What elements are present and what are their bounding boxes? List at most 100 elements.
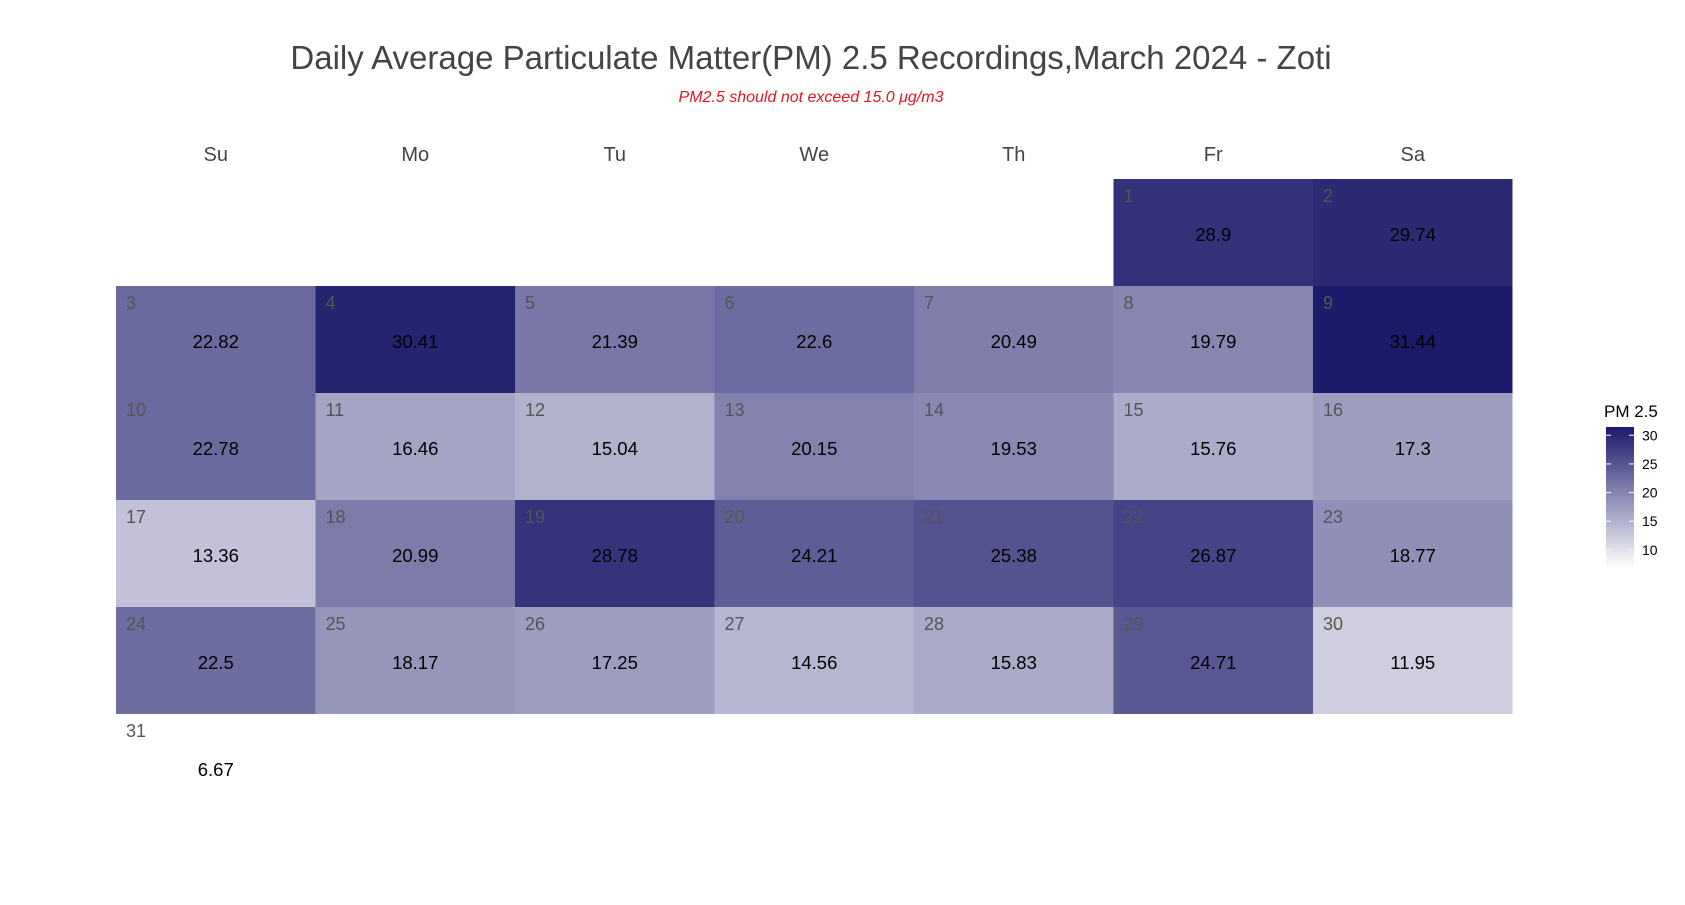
day-number: 20 <box>725 507 745 527</box>
day-tile <box>515 607 715 714</box>
day-value-label: 29.74 <box>1390 224 1436 245</box>
day-cell-11: 11 16.46 <box>315 393 515 500</box>
legend-tick-label: 30 <box>1642 427 1658 443</box>
day-tile <box>914 286 1114 393</box>
day-value-label: 13.36 <box>193 545 239 566</box>
day-tile <box>116 393 316 500</box>
day-number: 21 <box>924 507 944 527</box>
day-cell-3: 322.82 <box>116 286 316 393</box>
day-number: 31 <box>126 721 146 741</box>
day-cell-22: 22 26.87 <box>1113 500 1313 607</box>
day-cell-13: 13 20.15 <box>714 393 914 500</box>
day-cell-2: 229.74 <box>1313 179 1513 286</box>
day-number: 27 <box>725 614 745 634</box>
day-value-label: 14.56 <box>791 652 837 673</box>
day-value-label: 26.87 <box>1190 545 1236 566</box>
day-tile <box>1313 500 1513 607</box>
day-value-label: 15.83 <box>991 652 1037 673</box>
weekday-label-su: Su <box>204 144 228 166</box>
day-number: 25 <box>326 614 346 634</box>
day-value-label: 6.67 <box>198 759 234 780</box>
weekday-label-tu: Tu <box>603 144 626 166</box>
day-cell-27: 27 14.56 <box>714 607 914 714</box>
day-value-label: 18.77 <box>1390 545 1436 566</box>
day-tile <box>714 607 914 714</box>
day-value-label: 20.15 <box>791 438 837 459</box>
day-tile <box>1313 286 1513 393</box>
day-tile <box>914 500 1114 607</box>
day-tile <box>914 607 1114 714</box>
day-tile <box>116 500 316 607</box>
day-value-label: 17.25 <box>592 652 638 673</box>
day-cell-31: 316.67 <box>116 714 316 821</box>
day-value-label: 28.78 <box>592 545 638 566</box>
day-number: 28 <box>924 614 944 634</box>
day-cell-9: 931.44 <box>1313 286 1513 393</box>
day-value-label: 31.44 <box>1390 331 1436 352</box>
day-cell-12: 12 15.04 <box>515 393 715 500</box>
day-number: 4 <box>326 293 336 313</box>
day-value-label: 22.78 <box>193 438 239 459</box>
color-legend: PM 2.5 30 25 20 15 10 <box>1604 402 1658 569</box>
day-tile <box>315 286 515 393</box>
day-tile <box>714 500 914 607</box>
day-cell-16: 16 17.3 <box>1313 393 1513 500</box>
weekday-label-th: Th <box>1002 144 1025 166</box>
day-value-label: 16.46 <box>392 438 438 459</box>
day-cell-6: 622.6 <box>714 286 914 393</box>
day-cell-20: 20 24.21 <box>714 500 914 607</box>
day-value-label: 24.21 <box>791 545 837 566</box>
day-tile <box>914 393 1114 500</box>
day-tile <box>315 500 515 607</box>
day-number: 26 <box>525 614 545 634</box>
legend-title: PM 2.5 <box>1604 402 1658 421</box>
day-tile <box>116 286 316 393</box>
day-cell-7: 720.49 <box>914 286 1114 393</box>
chart-subtitle: PM2.5 should not exceed 15.0 μg/m3 <box>679 89 944 106</box>
day-value-label: 22.5 <box>198 652 234 673</box>
day-value-label: 21.39 <box>592 331 638 352</box>
day-value-label: 28.9 <box>1195 224 1231 245</box>
day-value-label: 19.53 <box>991 438 1037 459</box>
day-value-label: 20.49 <box>991 331 1037 352</box>
day-value-label: 15.76 <box>1190 438 1236 459</box>
day-number: 12 <box>525 400 545 420</box>
weekday-label-mo: Mo <box>401 144 429 166</box>
day-tile <box>315 393 515 500</box>
day-cell-18: 18 20.99 <box>315 500 515 607</box>
weekday-label-sa: Sa <box>1401 144 1426 166</box>
legend-colorbar <box>1606 427 1634 569</box>
day-cell-10: 10 22.78 <box>116 393 316 500</box>
day-number: 7 <box>924 293 934 313</box>
day-number: 17 <box>126 507 146 527</box>
weekday-label-fr: Fr <box>1204 144 1223 166</box>
day-number: 2 <box>1323 186 1333 206</box>
weekday-headers: Su Mo Tu We Th Fr Sa <box>204 144 1426 166</box>
day-tile <box>1113 607 1313 714</box>
day-number: 6 <box>725 293 735 313</box>
day-number: 11 <box>326 400 345 420</box>
calendar-cells: 128.9229.74322.82430.41521.39622.6720.49… <box>116 179 1513 821</box>
day-value-label: 19.79 <box>1190 331 1236 352</box>
day-value-label: 25.38 <box>991 545 1037 566</box>
day-value-label: 18.17 <box>392 652 438 673</box>
day-tile <box>116 607 316 714</box>
day-tile <box>1113 286 1313 393</box>
day-tile <box>116 714 316 821</box>
day-number: 10 <box>126 400 146 420</box>
day-number: 16 <box>1323 400 1343 420</box>
day-value-label: 22.82 <box>193 331 239 352</box>
day-number: 24 <box>126 614 146 634</box>
day-cell-19: 19 28.78 <box>515 500 715 607</box>
day-cell-15: 15 15.76 <box>1113 393 1313 500</box>
day-number: 13 <box>725 400 745 420</box>
day-tile <box>1313 607 1513 714</box>
day-number: 3 <box>126 293 136 313</box>
day-number: 14 <box>924 400 944 420</box>
day-cell-28: 28 15.83 <box>914 607 1114 714</box>
day-number: 5 <box>525 293 535 313</box>
day-cell-14: 14 19.53 <box>914 393 1114 500</box>
day-number: 18 <box>326 507 346 527</box>
day-number: 8 <box>1124 293 1134 313</box>
